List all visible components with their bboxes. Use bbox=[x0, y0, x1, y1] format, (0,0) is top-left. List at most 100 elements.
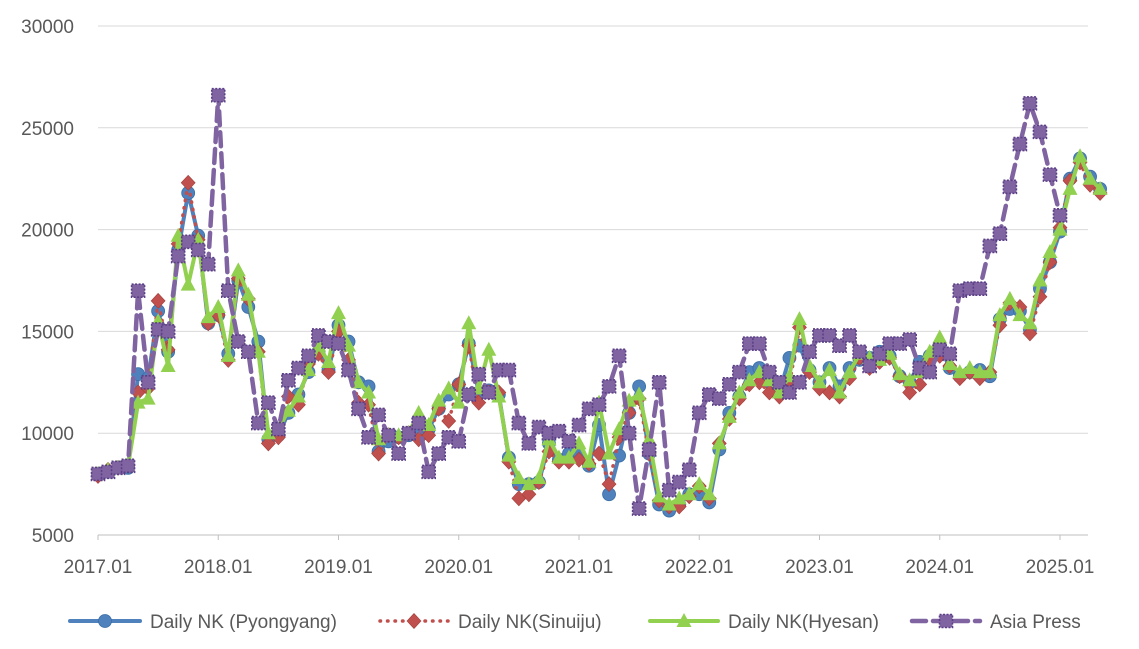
legend-marker bbox=[938, 613, 954, 629]
data-point bbox=[371, 407, 386, 423]
data-point bbox=[581, 453, 597, 468]
data-point bbox=[942, 355, 958, 370]
legend-label: Daily NK(Hyesan) bbox=[728, 612, 879, 633]
data-point bbox=[1042, 243, 1058, 258]
data-point bbox=[351, 401, 366, 417]
data-point bbox=[321, 364, 336, 381]
legend: Daily NK (Pyongyang) Daily NK(Sinuiju) Dai… bbox=[68, 612, 1081, 633]
data-point bbox=[431, 446, 447, 461]
data-point bbox=[160, 358, 176, 373]
x-axis: 2017.01 2018.01 2019.01 2020.01 2021.01 2022.… bbox=[64, 534, 1094, 578]
data-point bbox=[741, 372, 757, 387]
data-point bbox=[481, 385, 497, 400]
data-point bbox=[862, 358, 877, 374]
data-point bbox=[902, 332, 917, 347]
data-point bbox=[230, 334, 246, 349]
data-point bbox=[130, 283, 146, 298]
data-point bbox=[1022, 315, 1038, 330]
x-tick-label: 2017.01 bbox=[64, 557, 133, 578]
data-point bbox=[551, 449, 567, 464]
data-point bbox=[251, 415, 266, 431]
data-point bbox=[681, 486, 697, 501]
x-tick-label: 2021.01 bbox=[545, 557, 614, 578]
data-point bbox=[240, 286, 256, 301]
data-point bbox=[902, 384, 918, 401]
legend-label: Asia Press bbox=[990, 612, 1081, 633]
legend-label: Daily NK (Pyongyang) bbox=[150, 612, 337, 633]
data-point bbox=[331, 305, 346, 320]
data-point bbox=[361, 429, 376, 445]
data-point bbox=[451, 434, 467, 449]
data-point bbox=[962, 360, 978, 375]
data-point bbox=[170, 248, 186, 264]
data-point bbox=[802, 344, 817, 360]
data-point bbox=[120, 458, 136, 474]
data-point bbox=[902, 372, 918, 387]
data-point bbox=[1022, 325, 1038, 342]
y-tick-label: 5000 bbox=[32, 526, 74, 547]
legend-item: Asia Press bbox=[909, 612, 1081, 633]
data-point bbox=[1032, 124, 1048, 140]
data-point bbox=[431, 392, 447, 407]
data-point bbox=[721, 408, 737, 423]
data-point bbox=[842, 328, 857, 343]
data-point bbox=[661, 496, 677, 511]
data-point bbox=[561, 434, 577, 449]
data-point bbox=[1032, 272, 1048, 287]
data-point bbox=[792, 374, 807, 390]
data-point bbox=[752, 336, 767, 351]
data-point bbox=[812, 374, 827, 389]
data-point bbox=[241, 344, 256, 360]
data-point bbox=[1012, 136, 1028, 152]
y-tick-label: 20000 bbox=[21, 221, 74, 242]
data-point bbox=[621, 425, 637, 441]
data-point bbox=[671, 490, 687, 505]
data-point bbox=[701, 486, 717, 501]
data-point bbox=[160, 324, 176, 339]
data-point bbox=[521, 476, 537, 491]
data-point bbox=[722, 377, 737, 392]
data-point bbox=[641, 442, 657, 457]
data-point bbox=[411, 404, 427, 419]
data-point bbox=[992, 307, 1008, 322]
data-point bbox=[220, 347, 236, 362]
data-point bbox=[711, 391, 727, 406]
data-point bbox=[691, 405, 707, 421]
data-point bbox=[441, 413, 457, 429]
data-point bbox=[972, 281, 988, 296]
data-point bbox=[140, 374, 156, 390]
data-point bbox=[591, 397, 607, 412]
data-point bbox=[1042, 167, 1058, 182]
legend-label: Daily NK(Sinuiju) bbox=[458, 612, 602, 633]
data-point bbox=[1052, 208, 1068, 223]
data-point bbox=[281, 372, 296, 388]
data-point bbox=[361, 384, 377, 399]
data-point bbox=[461, 387, 477, 402]
data-point bbox=[982, 364, 998, 379]
data-point bbox=[601, 379, 617, 394]
data-point bbox=[140, 390, 156, 405]
data-point bbox=[521, 436, 537, 451]
data-point bbox=[1062, 180, 1078, 195]
data-point bbox=[942, 346, 958, 362]
legend-marker bbox=[406, 613, 422, 629]
data-point bbox=[611, 348, 627, 364]
data-point bbox=[772, 374, 787, 390]
data-point bbox=[822, 328, 837, 343]
data-point bbox=[180, 276, 196, 291]
data-point bbox=[762, 364, 777, 380]
data-point bbox=[230, 262, 246, 277]
data-point bbox=[481, 341, 497, 356]
series-group bbox=[90, 87, 1108, 518]
legend-marker bbox=[98, 614, 112, 628]
data-point bbox=[441, 380, 457, 395]
y-tick-label: 30000 bbox=[21, 17, 74, 38]
data-point bbox=[711, 435, 727, 450]
data-point bbox=[1072, 148, 1088, 163]
data-point bbox=[852, 344, 867, 360]
data-point bbox=[681, 462, 697, 478]
data-point bbox=[551, 423, 567, 439]
series-asia-press bbox=[90, 87, 1068, 516]
legend-item: Daily NK(Sinuiju) bbox=[378, 612, 602, 633]
